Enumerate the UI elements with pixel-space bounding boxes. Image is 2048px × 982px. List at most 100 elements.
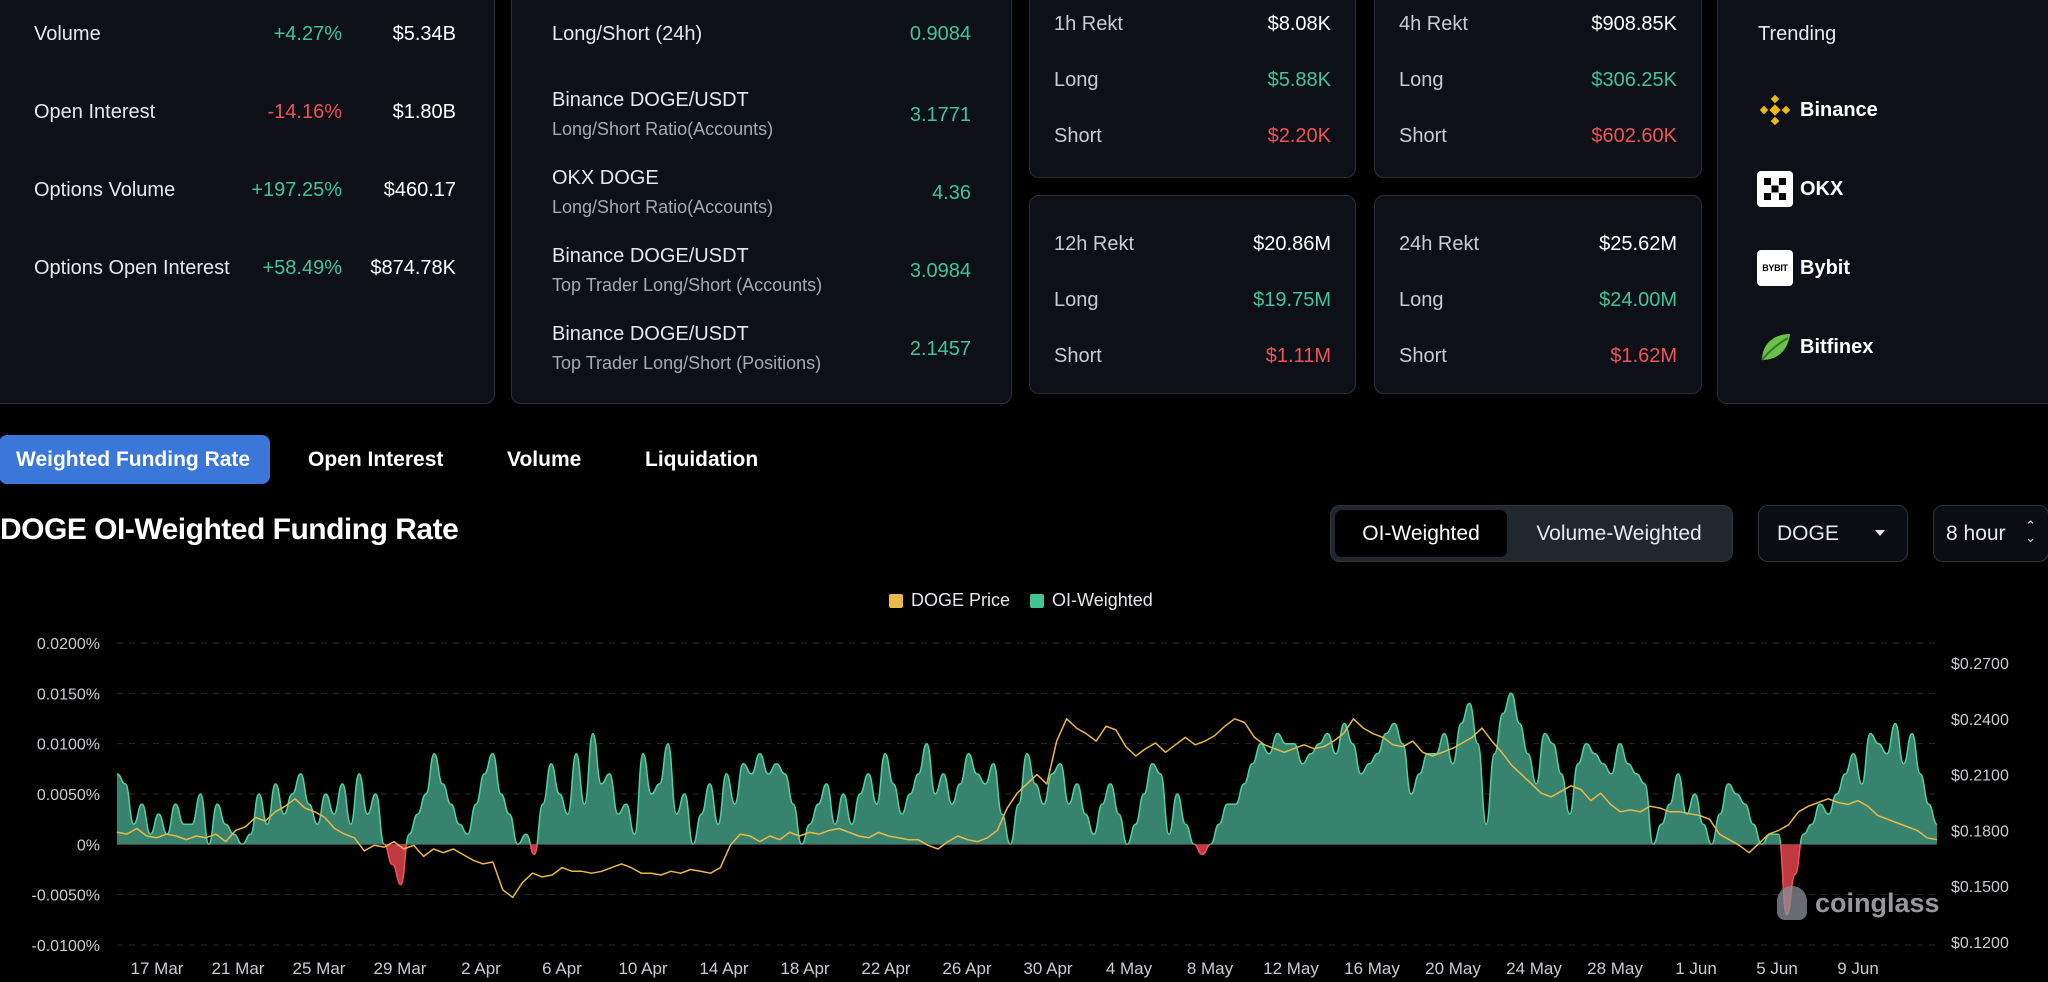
rekt-short-value: $1.62M xyxy=(1610,345,1677,367)
x-tick-label: 17 Mar xyxy=(131,959,184,978)
stat-value: $460.17 xyxy=(383,179,456,201)
okx-icon xyxy=(1757,171,1793,207)
x-tick-label: 28 May xyxy=(1587,959,1643,978)
stat-row: Open Interest -14.16% $1.80B xyxy=(0,101,494,131)
stat-row: Volume +4.27% $5.34B xyxy=(0,23,494,53)
ratio-label: OKX DOGE xyxy=(552,167,659,189)
rekt-long-value: $19.75M xyxy=(1253,289,1331,311)
y-left-tick-label: 0.0200% xyxy=(37,636,100,653)
oi-weighted-line xyxy=(116,692,1938,845)
ratio-sub-label: Top Trader Long/Short (Accounts) xyxy=(552,275,823,295)
y-left-tick-label: 0.0050% xyxy=(37,787,100,804)
trending-item-label: Bybit xyxy=(1800,256,1850,279)
rekt-card: 12h Rekt $20.86M Long $19.75M Short $1.11M xyxy=(1029,195,1356,394)
interval-select[interactable]: 8 hour ⌃ ⌄ xyxy=(1933,505,2048,562)
bybit-icon-text: BYBIT xyxy=(1762,263,1788,273)
doge-price-line xyxy=(116,718,1938,899)
x-tick-label: 9 Jun xyxy=(1837,959,1879,978)
ratio-label: Long/Short (24h) xyxy=(552,23,703,45)
toggle-volume-weighted[interactable]: Volume-Weighted xyxy=(1536,522,1702,545)
rekt-long-label: Long xyxy=(1399,289,1444,311)
stat-change: -14.16% xyxy=(267,101,343,123)
rekt-total-value: $8.08K xyxy=(1267,13,1331,35)
y-right-tick-label: $0.1200 xyxy=(1951,935,2009,952)
trending-item-bitfinex[interactable]: Bitfinex xyxy=(1757,329,1873,365)
tab-weighted-funding-rate[interactable]: Weighted Funding Rate xyxy=(0,435,270,484)
bitfinex-icon xyxy=(1757,329,1793,365)
x-tick-label: 2 Apr xyxy=(461,959,501,978)
rekt-short-value: $602.60K xyxy=(1591,125,1677,147)
ratio-sub-label: Long/Short Ratio(Accounts) xyxy=(552,197,774,217)
ratio-row: OKX DOGE Long/Short Ratio(Accounts) 4.36 xyxy=(512,167,1011,223)
x-tick-label: 6 Apr xyxy=(542,959,582,978)
long-short-card: Long/Short (24h) 0.9084 Binance DOGE/USDT L… xyxy=(511,0,1012,404)
stat-change: +4.27% xyxy=(273,23,342,45)
y-right-tick-label: $0.2100 xyxy=(1951,768,2009,785)
rekt-long-value: $306.25K xyxy=(1591,69,1677,91)
x-tick-label: 10 Apr xyxy=(618,959,667,978)
rekt-title: 4h Rekt xyxy=(1399,13,1468,35)
y-right-tick-label: $0.2400 xyxy=(1951,712,2009,729)
rekt-short-label: Short xyxy=(1399,125,1447,147)
interval-select-value: 8 hour xyxy=(1946,522,2006,545)
tab-volume[interactable]: Volume xyxy=(507,448,582,471)
trending-item-bybit[interactable]: BYBIT Bybit xyxy=(1757,250,1850,286)
stat-value: $5.34B xyxy=(392,23,456,45)
rekt-long-value: $24.00M xyxy=(1599,289,1677,311)
rekt-short-value: $2.20K xyxy=(1267,125,1331,147)
ratio-label: Binance DOGE/USDT xyxy=(552,245,749,267)
binance-icon xyxy=(1757,92,1793,128)
toggle-oi-weighted[interactable]: OI-Weighted xyxy=(1335,510,1507,557)
x-tick-label: 25 Mar xyxy=(293,959,346,978)
ratio-row: Long/Short (24h) 0.9084 xyxy=(512,23,1011,79)
y-left-tick-label: -0.0050% xyxy=(32,888,101,905)
trending-item-okx[interactable]: OKX xyxy=(1757,171,1843,207)
trending-item-label: OKX xyxy=(1800,177,1844,200)
coin-select-value: DOGE xyxy=(1777,522,1839,545)
rekt-long-value: $5.88K xyxy=(1267,69,1331,91)
stat-value: $874.78K xyxy=(370,257,456,279)
stat-label: Volume xyxy=(34,23,101,45)
rekt-short-label: Short xyxy=(1399,345,1447,367)
rekt-short-value: $1.11M xyxy=(1265,345,1331,367)
stat-row: Options Volume +197.25% $460.17 xyxy=(0,179,494,209)
caret-down-icon xyxy=(1875,530,1885,536)
weighting-toggle: OI-Weighted Volume-Weighted xyxy=(1330,505,1733,562)
trending-title: Trending xyxy=(1758,23,1837,45)
legend-label-price[interactable]: DOGE Price xyxy=(911,590,1011,610)
stat-change: +197.25% xyxy=(251,179,342,201)
ratio-row: Binance DOGE/USDT Top Trader Long/Short (… xyxy=(512,245,1011,301)
stat-change: +58.49% xyxy=(262,257,342,279)
ratio-value: 3.1771 xyxy=(909,104,971,126)
y-left-tick-label: 0% xyxy=(77,837,100,854)
stat-label: Open Interest xyxy=(34,101,156,123)
x-tick-label: 4 May xyxy=(1106,959,1153,978)
y-left-tick-label: -0.0100% xyxy=(32,938,101,955)
x-tick-label: 24 May xyxy=(1506,959,1562,978)
rekt-card: 24h Rekt $25.62M Long $24.00M Short $1.62M xyxy=(1374,195,1702,394)
x-tick-label: 21 Mar xyxy=(212,959,265,978)
rekt-long-label: Long xyxy=(1054,289,1099,311)
x-tick-label: 8 May xyxy=(1187,959,1234,978)
legend-label-oi[interactable]: OI-Weighted xyxy=(1052,590,1153,610)
trending-item-binance[interactable]: Binance xyxy=(1757,92,1878,128)
funding-rate-chart[interactable]: 0.0200% 0.0150% 0.0100% 0.0050% 0% -0.0050% -0… xyxy=(0,620,2048,982)
x-tick-label: 30 Apr xyxy=(1023,959,1072,978)
ratio-value: 2.1457 xyxy=(909,338,971,360)
rekt-total-value: $25.62M xyxy=(1599,233,1677,255)
coin-select[interactable]: DOGE xyxy=(1758,505,1908,562)
rekt-short-label: Short xyxy=(1054,345,1102,367)
stat-label: Options Open Interest xyxy=(34,257,230,279)
stat-value: $1.80B xyxy=(392,101,456,123)
tab-open-interest[interactable]: Open Interest xyxy=(308,448,444,471)
x-tick-label: 20 May xyxy=(1425,959,1481,978)
ratio-value: 4.36 xyxy=(932,182,971,204)
rekt-title: 1h Rekt xyxy=(1054,13,1123,35)
y-right-tick-label: $0.1500 xyxy=(1951,879,2009,896)
x-tick-label: 18 Apr xyxy=(780,959,829,978)
legend-swatch-price xyxy=(889,593,903,608)
tab-liquidation[interactable]: Liquidation xyxy=(645,448,759,471)
rekt-title: 24h Rekt xyxy=(1399,233,1480,255)
ratio-sub-label: Long/Short Ratio(Accounts) xyxy=(552,119,774,139)
y-left-tick-label: 0.0100% xyxy=(37,737,100,754)
